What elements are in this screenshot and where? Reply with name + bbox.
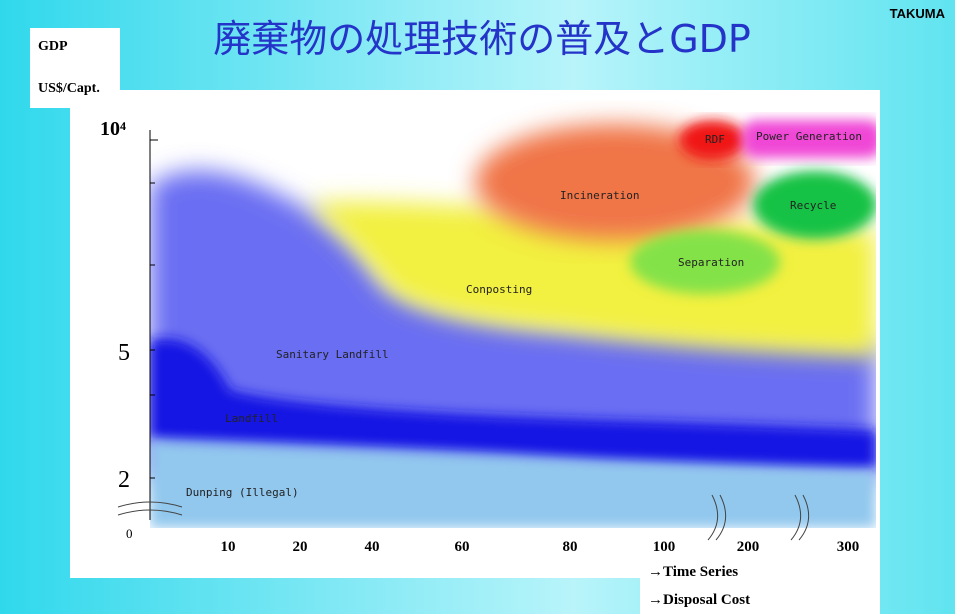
- note-box: [640, 555, 880, 614]
- x-tick-label: 80: [563, 539, 578, 555]
- x-note: →Disposal Cost: [648, 592, 750, 608]
- y-tick-label: 2: [118, 467, 130, 493]
- regions: [150, 120, 876, 528]
- dumping-area: [150, 440, 876, 528]
- region-label: RDF: [705, 133, 725, 146]
- power-area: [742, 120, 876, 158]
- brand: TAKUMA: [890, 6, 946, 21]
- break: [790, 494, 802, 541]
- recycle-area: [753, 171, 876, 239]
- region-label: Sanitary Landfill: [276, 348, 389, 361]
- region-label: Landfill: [225, 412, 278, 425]
- y-axis-unit: US$/Capt.: [38, 81, 100, 96]
- x-tick-label: 20: [293, 539, 308, 555]
- x-tick-label: 200: [737, 539, 760, 555]
- y-axis-label: GDP: [38, 39, 68, 54]
- break: [707, 494, 719, 541]
- x-tick-label: 40: [365, 539, 380, 555]
- rdf-area: [679, 120, 747, 160]
- x-tick-label: 60: [455, 539, 470, 555]
- region-label: Incineration: [560, 189, 639, 202]
- axis: [149, 130, 158, 520]
- x-tick-label: 100: [653, 539, 676, 555]
- break: [117, 501, 183, 508]
- region-label: Power Generation: [756, 130, 862, 143]
- region-label: Recycle: [790, 199, 836, 212]
- y-tick-label: 10⁴: [100, 118, 126, 140]
- break-marks: [117, 494, 810, 541]
- x-tick-label: 10: [221, 539, 236, 555]
- y-tick-label: 5: [118, 340, 130, 366]
- region-label: Conposting: [466, 283, 532, 296]
- break: [715, 494, 727, 541]
- x-note: →Time Series: [648, 564, 738, 580]
- title: 廃棄物の処理技術の普及とGDP: [213, 17, 751, 61]
- x-tick-label: 300: [837, 539, 860, 555]
- region-label: Separation: [678, 256, 744, 269]
- separation-area: [630, 230, 780, 294]
- y-tick-label: 0: [126, 526, 133, 541]
- region-label: Dunping (Illegal): [186, 486, 299, 499]
- incineration-area: [475, 124, 755, 240]
- landfill-area: [150, 338, 876, 470]
- break: [798, 494, 810, 541]
- break: [117, 509, 183, 516]
